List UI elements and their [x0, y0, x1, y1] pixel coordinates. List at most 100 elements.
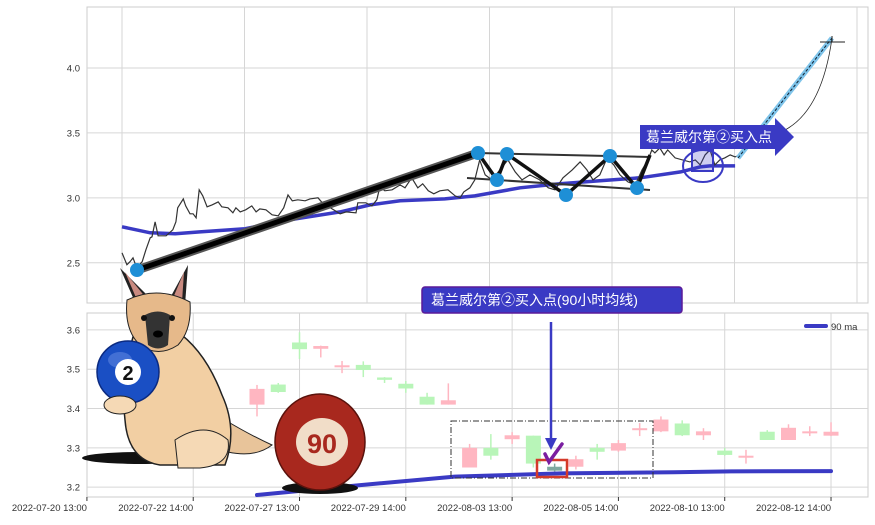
- candle-body: [462, 447, 478, 468]
- x-tick-label: 2022-08-05 14:00: [543, 503, 618, 514]
- dog-leg: [174, 429, 229, 469]
- pivot-point: [603, 149, 617, 163]
- upper-y-tick-label: 3.0: [67, 193, 80, 204]
- candle-body: [249, 388, 265, 405]
- upper-y-tick-label: 3.5: [67, 128, 80, 139]
- candle: [610, 439, 626, 452]
- annotation-lower-box: [421, 286, 683, 314]
- candle: [695, 428, 711, 440]
- candle: [802, 426, 818, 437]
- candle: [759, 430, 775, 440]
- x-tick-label: 2022-08-12 14:00: [756, 503, 831, 514]
- candle-body: [440, 400, 456, 405]
- pivot-point: [490, 173, 504, 187]
- annotation-lower-text: 葛兰威尔第②买入点(90小时均线): [431, 292, 638, 308]
- x-tick-label: 2022-08-10 13:00: [650, 503, 725, 514]
- dog-muzzle: [145, 311, 170, 349]
- candle-body: [483, 447, 499, 456]
- candle-body: [355, 364, 371, 371]
- lower-y-tick-label: 3.4: [67, 404, 80, 415]
- candle-body: [398, 383, 414, 389]
- dog-tail: [224, 419, 273, 455]
- candle-body: [377, 377, 393, 380]
- upper-y-tick-label: 2.5: [67, 258, 80, 269]
- candle: [674, 420, 690, 437]
- upper-ma-line: [121, 164, 736, 236]
- x-tick-label: 2022-07-27 13:00: [225, 503, 300, 514]
- pivot-point: [630, 181, 644, 195]
- candle-body: [717, 450, 733, 455]
- candle: [781, 424, 796, 440]
- candle-body: [759, 431, 775, 440]
- ball-90-illustration: 90: [274, 393, 366, 494]
- pivot-point: [500, 147, 514, 161]
- candle: [398, 381, 414, 393]
- candle-body: [504, 435, 520, 440]
- x-tick-label: 2022-07-22 14:00: [118, 503, 193, 514]
- candle-body: [525, 435, 541, 464]
- target-marker: [820, 36, 845, 43]
- upper-y-tick-label: 4.0: [67, 64, 80, 75]
- candles: [249, 332, 839, 472]
- annotation-upper-text: 葛兰威尔第②买入点: [646, 129, 772, 145]
- projection-arc: [784, 37, 833, 131]
- x-tick-label: 2022-07-20 13:00: [12, 503, 87, 514]
- candle: [249, 384, 265, 417]
- pivot-points: [130, 146, 644, 277]
- candle: [568, 455, 584, 470]
- x-tick-label: 2022-08-03 13:00: [437, 503, 512, 514]
- candle-body: [823, 431, 839, 436]
- candle: [717, 447, 733, 456]
- x-axis-ticks: 2022-07-20 13:00 2022-07-22 14:00 2022-07-…: [12, 497, 832, 514]
- candle: [589, 443, 605, 460]
- pivot-point: [471, 146, 485, 160]
- candle-body: [568, 459, 584, 467]
- ball-2-label-bg: [115, 359, 141, 385]
- upper-y-ticks: 2.5 3.0 3.5 4.0: [67, 64, 80, 270]
- candle-body: [419, 396, 435, 405]
- lower-y-tick-label: 3.2: [67, 483, 80, 494]
- lower-panel: 3.23.33.43.53.6 2022-07-20 13:00 2022-07-…: [12, 286, 869, 514]
- pivot-point: [130, 263, 144, 277]
- trend-line: [134, 150, 481, 273]
- candle-body: [547, 466, 563, 471]
- candle: [504, 432, 520, 444]
- annotation-arrow-upper: [640, 118, 794, 156]
- dog-eye: [141, 315, 147, 321]
- dog-illustration: 2: [82, 265, 273, 469]
- candle: [355, 361, 371, 378]
- candle-body: [589, 447, 605, 452]
- candle-body: [334, 365, 350, 368]
- legend-label: 90 ma: [831, 322, 858, 333]
- lower-y-ticks: 3.2 3.3 3.4 3.5 3.6: [67, 325, 80, 493]
- candle-body: [632, 428, 648, 431]
- candle: [823, 422, 839, 437]
- upper-panel: 2.5 3.0 3.5 4.0 葛兰威尔第②买入点: [67, 6, 869, 304]
- dog-eye: [169, 315, 175, 321]
- lower-y-tick-label: 3.6: [67, 325, 80, 336]
- candle-body: [292, 342, 308, 350]
- candle: [547, 463, 563, 472]
- dog-nose: [153, 330, 163, 338]
- candle: [738, 449, 754, 464]
- x-tick-label: 2022-07-29 14:00: [331, 503, 406, 514]
- dog-paw: [103, 395, 137, 415]
- candle: [653, 416, 669, 433]
- lower-y-tick-label: 3.5: [67, 365, 80, 376]
- candle-body: [802, 431, 818, 434]
- ball-90-label-bg: [296, 418, 348, 466]
- upper-price-line: [121, 146, 741, 269]
- ball-90-number: 90: [307, 429, 337, 459]
- lower-ma-line: [255, 469, 833, 497]
- candle-body: [695, 431, 711, 436]
- check-icon: [543, 442, 564, 466]
- candle: [270, 382, 286, 393]
- candle-body: [653, 419, 669, 432]
- lower-y-tick-label: 3.3: [67, 443, 80, 454]
- candle: [632, 423, 648, 437]
- candle: [483, 434, 499, 460]
- candle-body: [738, 455, 754, 458]
- candle: [525, 435, 541, 468]
- candle-body: [674, 423, 690, 436]
